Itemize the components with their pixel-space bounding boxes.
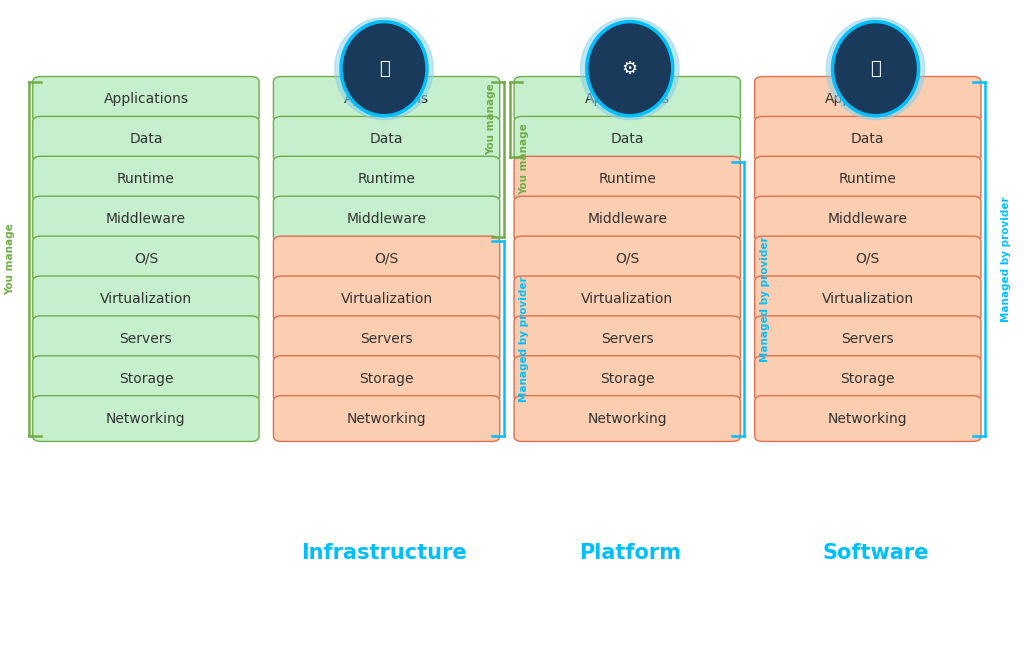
FancyBboxPatch shape xyxy=(273,396,500,441)
Text: 👤: 👤 xyxy=(870,60,881,78)
FancyBboxPatch shape xyxy=(273,116,500,162)
Text: Runtime: Runtime xyxy=(839,172,897,186)
Text: Managed by provider: Managed by provider xyxy=(519,276,529,402)
FancyBboxPatch shape xyxy=(755,276,981,322)
Text: Virtualization: Virtualization xyxy=(341,292,432,306)
FancyBboxPatch shape xyxy=(273,196,500,242)
FancyBboxPatch shape xyxy=(755,356,981,402)
Text: Virtualization: Virtualization xyxy=(100,292,191,306)
FancyBboxPatch shape xyxy=(755,396,981,441)
FancyBboxPatch shape xyxy=(514,276,740,322)
FancyBboxPatch shape xyxy=(273,156,500,202)
FancyBboxPatch shape xyxy=(33,276,259,322)
Text: Data: Data xyxy=(851,132,885,146)
Ellipse shape xyxy=(587,22,673,116)
Text: Managed by provider: Managed by provider xyxy=(1000,196,1011,322)
Text: Storage: Storage xyxy=(600,371,654,386)
Text: You manage: You manage xyxy=(519,124,529,195)
FancyBboxPatch shape xyxy=(33,196,259,242)
Text: Storage: Storage xyxy=(119,371,173,386)
Text: Runtime: Runtime xyxy=(598,172,656,186)
FancyBboxPatch shape xyxy=(514,316,740,362)
Text: Data: Data xyxy=(370,132,403,146)
Text: O/S: O/S xyxy=(856,252,880,266)
Text: Servers: Servers xyxy=(601,332,653,346)
Text: Applications: Applications xyxy=(103,92,188,107)
Text: Managed by provider: Managed by provider xyxy=(760,236,770,362)
FancyBboxPatch shape xyxy=(33,396,259,441)
FancyBboxPatch shape xyxy=(514,396,740,441)
Text: O/S: O/S xyxy=(615,252,639,266)
Text: Storage: Storage xyxy=(359,371,414,386)
Text: Data: Data xyxy=(129,132,163,146)
Text: ⚙: ⚙ xyxy=(622,60,638,78)
FancyBboxPatch shape xyxy=(33,116,259,162)
Text: Software: Software xyxy=(822,543,929,562)
Ellipse shape xyxy=(341,22,427,116)
Text: Virtualization: Virtualization xyxy=(822,292,913,306)
Ellipse shape xyxy=(833,22,919,116)
FancyBboxPatch shape xyxy=(755,236,981,282)
FancyBboxPatch shape xyxy=(273,356,500,402)
Text: Networking: Networking xyxy=(828,411,907,426)
FancyBboxPatch shape xyxy=(514,196,740,242)
Text: Networking: Networking xyxy=(588,411,667,426)
Text: Runtime: Runtime xyxy=(117,172,175,186)
Text: Middleware: Middleware xyxy=(346,212,427,226)
Ellipse shape xyxy=(335,18,433,120)
Text: Servers: Servers xyxy=(120,332,172,346)
FancyBboxPatch shape xyxy=(755,116,981,162)
FancyBboxPatch shape xyxy=(33,77,259,122)
FancyBboxPatch shape xyxy=(514,156,740,202)
FancyBboxPatch shape xyxy=(33,356,259,402)
Text: O/S: O/S xyxy=(134,252,158,266)
Text: Middleware: Middleware xyxy=(105,212,186,226)
FancyBboxPatch shape xyxy=(33,236,259,282)
FancyBboxPatch shape xyxy=(514,236,740,282)
Text: You manage: You manage xyxy=(5,223,15,295)
FancyBboxPatch shape xyxy=(273,276,500,322)
Text: Applications: Applications xyxy=(585,92,670,107)
FancyBboxPatch shape xyxy=(514,77,740,122)
FancyBboxPatch shape xyxy=(514,116,740,162)
FancyBboxPatch shape xyxy=(273,236,500,282)
FancyBboxPatch shape xyxy=(514,356,740,402)
Text: Middleware: Middleware xyxy=(827,212,908,226)
Ellipse shape xyxy=(826,18,925,120)
Text: Data: Data xyxy=(610,132,644,146)
Text: Networking: Networking xyxy=(347,411,426,426)
FancyBboxPatch shape xyxy=(755,196,981,242)
Text: Storage: Storage xyxy=(841,371,895,386)
FancyBboxPatch shape xyxy=(273,316,500,362)
FancyBboxPatch shape xyxy=(33,316,259,362)
FancyBboxPatch shape xyxy=(755,156,981,202)
Text: 🖥: 🖥 xyxy=(379,60,389,78)
Text: Servers: Servers xyxy=(842,332,894,346)
Text: Applications: Applications xyxy=(825,92,910,107)
FancyBboxPatch shape xyxy=(33,156,259,202)
Text: Runtime: Runtime xyxy=(357,172,416,186)
FancyBboxPatch shape xyxy=(273,77,500,122)
FancyBboxPatch shape xyxy=(755,77,981,122)
Text: Infrastructure: Infrastructure xyxy=(301,543,467,562)
Text: Servers: Servers xyxy=(360,332,413,346)
FancyBboxPatch shape xyxy=(755,316,981,362)
Text: Applications: Applications xyxy=(344,92,429,107)
Text: You manage: You manage xyxy=(486,84,497,155)
Text: Networking: Networking xyxy=(106,411,185,426)
Text: Platform: Platform xyxy=(579,543,681,562)
Text: O/S: O/S xyxy=(375,252,398,266)
Text: Middleware: Middleware xyxy=(587,212,668,226)
Text: Virtualization: Virtualization xyxy=(582,292,673,306)
Ellipse shape xyxy=(581,18,679,120)
